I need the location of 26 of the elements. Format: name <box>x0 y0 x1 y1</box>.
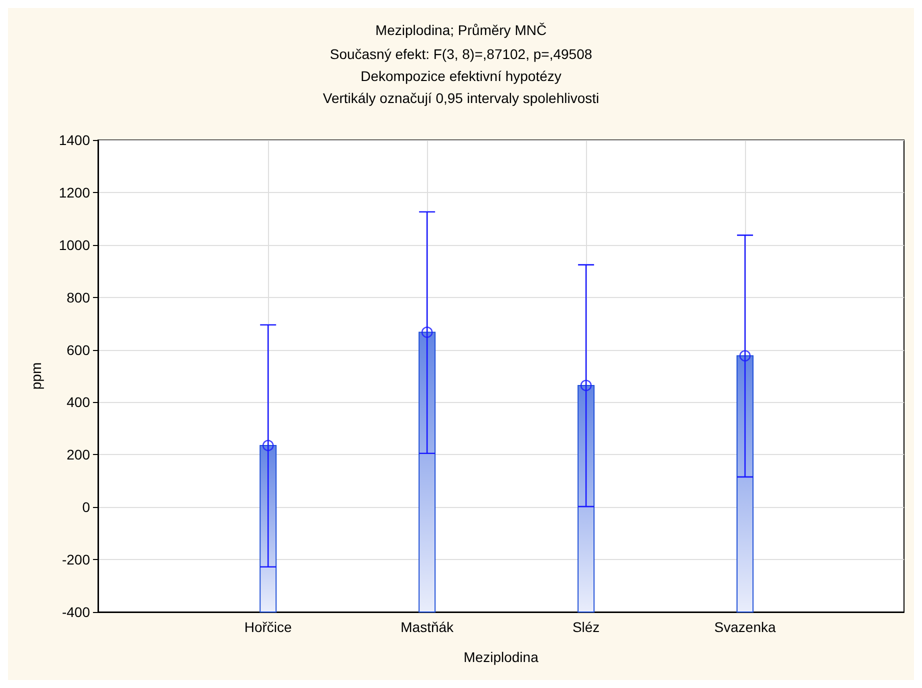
y-axis-title: ppm <box>28 362 44 390</box>
x-tick-label: Mastňák <box>400 619 455 635</box>
x-tick-label: Hořčice <box>244 619 292 635</box>
x-tick-label: Svazenka <box>714 619 776 635</box>
y-tick-label: -200 <box>62 552 90 568</box>
y-tick-label: 200 <box>66 446 90 463</box>
point <box>421 326 433 338</box>
y-tick-label: 1400 <box>58 132 90 148</box>
bar <box>578 384 595 612</box>
y-tick-label: 400 <box>66 394 90 410</box>
bar <box>418 332 436 612</box>
y-tick-label: 1000 <box>58 236 90 253</box>
chart-subtitle: Současný efekt: F(3, 8)=,87102, p=,49508 Dekompozice efektivní hypotézy Vertikály označují 0,95 intervaly spolehlivosti <box>322 46 600 106</box>
x-tick-label: Sléz <box>572 619 600 635</box>
x-axis-title: Meziplodina <box>464 649 539 665</box>
chart-title: Meziplodina; Průměry MNČ <box>375 22 547 38</box>
y-tick-label: 800 <box>66 289 90 306</box>
point <box>739 350 751 362</box>
y-tick-label: 0 <box>82 499 90 516</box>
bar <box>260 444 277 612</box>
bar <box>736 355 754 612</box>
y-tick-label: 600 <box>66 342 90 358</box>
y-tick-label: 1200 <box>58 184 90 200</box>
point <box>262 440 274 452</box>
y-tick-label: -400 <box>62 604 90 620</box>
point <box>580 380 592 392</box>
